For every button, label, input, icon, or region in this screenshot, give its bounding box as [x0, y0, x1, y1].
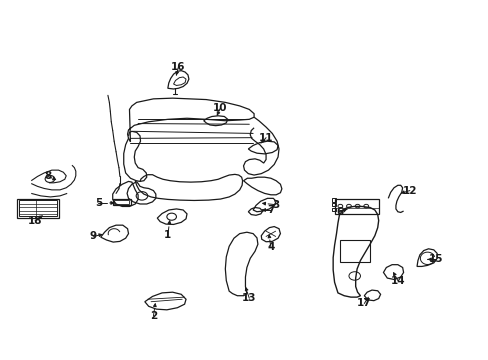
Text: 17: 17 — [356, 298, 371, 309]
Bar — [114, 200, 129, 204]
Bar — [331, 207, 335, 211]
Text: 5: 5 — [95, 198, 102, 208]
Text: 2: 2 — [149, 311, 157, 321]
Bar — [334, 199, 378, 213]
Bar — [19, 201, 57, 216]
Text: 13: 13 — [242, 293, 256, 303]
Text: 16: 16 — [171, 62, 185, 72]
Bar — [112, 199, 131, 206]
Text: 6: 6 — [336, 207, 343, 217]
Bar — [17, 199, 59, 218]
Text: 9: 9 — [90, 231, 97, 242]
Text: 15: 15 — [428, 255, 443, 264]
Text: 12: 12 — [402, 186, 416, 195]
Bar — [340, 240, 369, 262]
Text: 7: 7 — [266, 205, 274, 215]
Text: 14: 14 — [390, 275, 405, 285]
Text: 11: 11 — [258, 133, 273, 143]
Text: 8: 8 — [44, 171, 52, 181]
Text: 18: 18 — [28, 216, 42, 226]
Bar — [331, 198, 335, 202]
Text: 4: 4 — [266, 242, 274, 252]
Bar — [331, 203, 335, 207]
Text: 10: 10 — [213, 103, 227, 113]
Text: 3: 3 — [271, 200, 279, 210]
Text: 1: 1 — [164, 230, 171, 240]
